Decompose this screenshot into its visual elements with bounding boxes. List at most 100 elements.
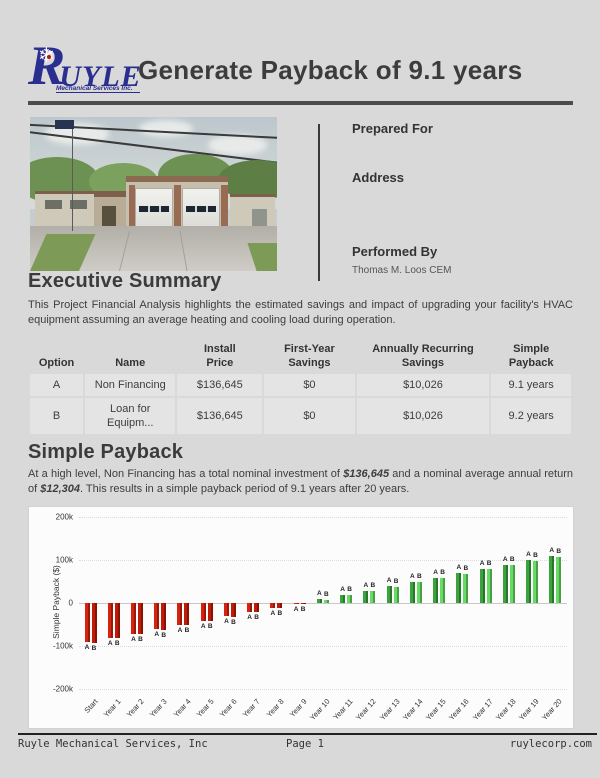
table-cell: 9.2 years (491, 398, 571, 434)
chart-bar-label: A (433, 568, 438, 576)
building-photo (30, 117, 277, 271)
chart-bar-label: B (184, 627, 190, 635)
prepared-for-label: Prepared For (352, 121, 433, 136)
chart-bar-b-year-3 (161, 603, 167, 630)
chart-bar-b-year-19 (533, 560, 539, 603)
chart-bar-label: A (363, 581, 369, 589)
photo-garage-door-windows (138, 205, 169, 213)
chart-bar-a-year-15 (433, 577, 439, 603)
chart-bar-a-year-20 (549, 556, 555, 603)
chart-gridline (79, 646, 567, 647)
footer: Ruyle Mechanical Services, Inc Page 1 ru… (18, 738, 592, 750)
chart-bar-b-start (91, 603, 97, 643)
chart-bar-label: A (84, 644, 90, 652)
section-divider-vertical (318, 124, 320, 281)
chart-gridline (79, 689, 567, 690)
performed-by-value: Thomas M. Loos CEM (352, 265, 452, 276)
chart-gridline (79, 517, 567, 518)
table-cell: $136,645 (177, 374, 263, 396)
company-logo: R UYLE ❄ Mechanical Services Inc. (28, 35, 141, 102)
simple-payback-heading: Simple Payback (28, 441, 184, 463)
chart-bar-label: A (200, 622, 206, 630)
chart-bar-b-year-4 (184, 603, 190, 626)
photo-garage-door (181, 187, 220, 230)
chart-bar-label: A (270, 609, 276, 617)
chart-bar-b-year-13 (393, 586, 399, 603)
table-row: A Non Financing $136,645 $0 $10,026 9.1 years (30, 374, 571, 396)
chart-bar-b-year-2 (137, 603, 143, 634)
chart-bar-label: A (293, 605, 299, 613)
chart-bar-a-year-16 (456, 573, 462, 603)
photo-cloud (138, 120, 193, 138)
chart-bar-label: B (114, 640, 120, 648)
chart-bar-label: A (549, 547, 555, 555)
chart-plot-area: 200k 100k 0 -100k -200k A B Start A B Year 1 A B Year… (53, 513, 567, 722)
logo-letter-r: R (28, 35, 66, 97)
paragraph-segment: . This results in a simple payback perio… (80, 483, 410, 495)
chart-bar-label: A (340, 585, 345, 593)
column-header: First-Year Savings (284, 343, 335, 369)
chart-bar-label: A (154, 631, 160, 639)
photo-tree (217, 160, 277, 201)
chart-bar-label: B (416, 573, 422, 581)
executive-summary-heading: Executive Summary (28, 270, 222, 292)
snowflake-center-dot (47, 55, 51, 59)
photo-brick-pillar (221, 184, 228, 228)
chart-bar-label: B (440, 569, 445, 577)
chart-bar-label: B (509, 556, 515, 564)
chart-bar-b-year-7 (254, 603, 260, 613)
photo-garage-door (134, 187, 173, 230)
chart-bar-label: B (533, 551, 538, 559)
table-cell: $0 (264, 398, 355, 434)
executive-summary-body: This Project Financial Analysis highligh… (28, 299, 573, 326)
chart-y-tick-label: 0 (68, 598, 73, 608)
chart-bar-label: B (277, 610, 283, 618)
chart-bar-b-year-9 (300, 603, 306, 604)
table-cell: Loan for Equipm... (85, 398, 176, 434)
chart-bar-a-year-2 (130, 603, 136, 634)
chart-bar-b-year-14 (416, 582, 422, 603)
options-table: Option Name Install Price First-Year Savings A… (28, 338, 573, 436)
chart-bar-b-year-20 (556, 556, 562, 603)
chart-bar-b-year-18 (509, 565, 515, 603)
chart-gridline (79, 560, 567, 561)
chart-bar-label: A (317, 590, 322, 598)
table-cell: 9.1 years (491, 374, 571, 396)
column-header: Option (38, 357, 75, 369)
photo-brick-pillar (174, 184, 181, 228)
chart-bar-label: A (526, 551, 531, 559)
chart-bar-label: B (324, 590, 329, 598)
paragraph-segment: $12,304 (40, 483, 80, 495)
chart-bar-label: B (486, 560, 492, 568)
page-title: Generate Payback of 9.1 years (138, 55, 523, 85)
paragraph-segment: $136,645 (343, 468, 390, 480)
chart-bar-a-year-10 (316, 599, 322, 603)
chart-bar-label: A (131, 635, 136, 643)
chart-bar-a-year-19 (526, 560, 532, 603)
photo-flagpole (71, 123, 74, 231)
simple-payback-body: At a high level, Non Financing has a tot… (28, 467, 573, 497)
snowflake-icon: ❄ (38, 46, 55, 66)
chart-bar-label: A (107, 639, 113, 647)
chart-bar-b-year-1 (114, 603, 120, 639)
chart-bar-label: B (254, 614, 259, 622)
chart-bar-a-year-1 (107, 603, 113, 638)
chart-bar-label: B (556, 547, 562, 555)
table-cell: $136,645 (177, 398, 263, 434)
header-divider (28, 101, 573, 105)
chart-bar-label: B (300, 605, 306, 613)
chart-bar-b-year-11 (347, 595, 353, 603)
column-header: Name (115, 357, 146, 369)
chart-bar-label: A (224, 618, 229, 626)
chart-bar-a-year-9 (293, 603, 299, 604)
chart-bar-a-year-18 (502, 564, 508, 603)
photo-brick-pillar (128, 184, 135, 228)
chart-bar-label: A (456, 564, 462, 572)
chart-bar-b-year-16 (463, 573, 469, 603)
footer-page-number: Page 1 (286, 738, 324, 750)
performed-by-label: Performed By (352, 244, 438, 259)
column-header: Install Price (203, 343, 236, 369)
footer-website: ruylecorp.com (509, 738, 592, 750)
chart-bar-label: B (161, 631, 167, 639)
